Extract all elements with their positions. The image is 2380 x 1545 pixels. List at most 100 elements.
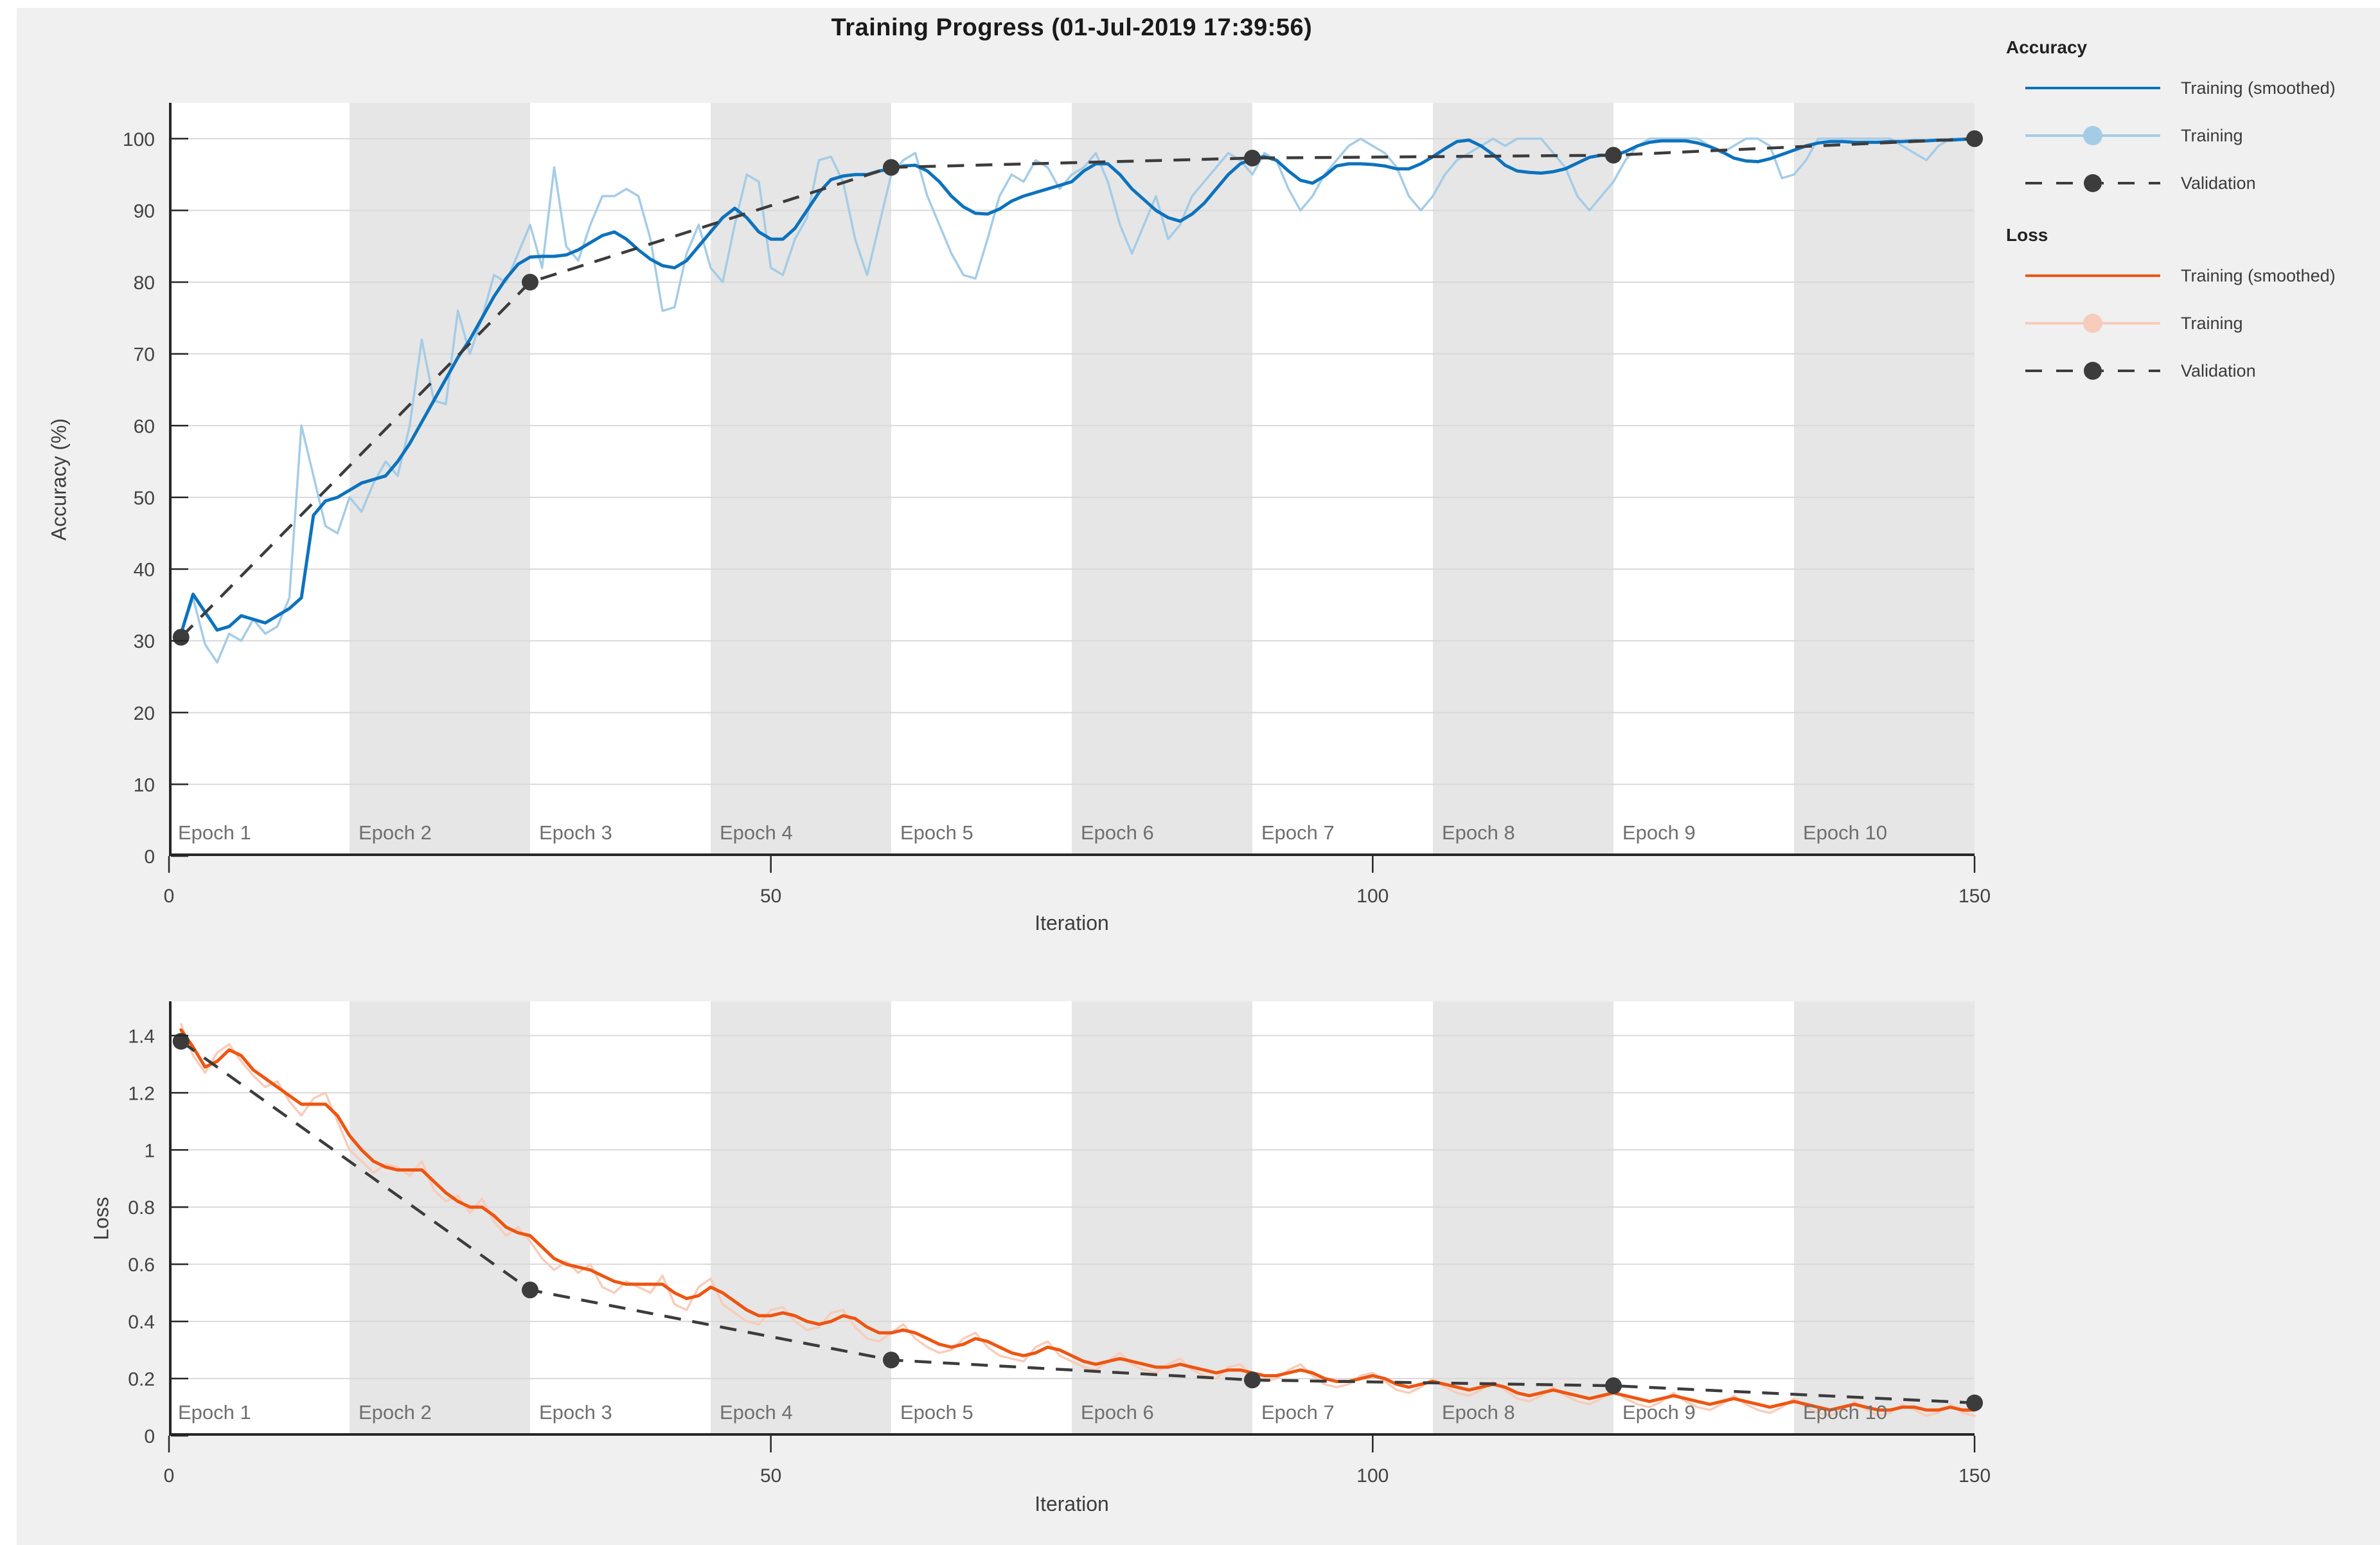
epoch-label: Epoch 2 <box>359 821 432 844</box>
validation-marker <box>1605 1377 1622 1395</box>
x-tick-label: 50 <box>760 1465 781 1487</box>
y-tick-label: 0 <box>144 846 155 868</box>
y-tick-label: 0 <box>144 1426 155 1447</box>
x-tick-label: 150 <box>1958 886 1991 907</box>
y-tick-label: 30 <box>134 631 155 652</box>
legend-item-accuracy-validation: Validation <box>2006 159 2370 207</box>
validation-marker <box>522 274 538 291</box>
loss-validation-series <box>172 1033 1983 1411</box>
y-tick-label: 0.6 <box>128 1255 155 1276</box>
accuracy-epoch-bands <box>169 103 1975 856</box>
y-tick-label: 50 <box>134 488 155 509</box>
epoch-label: Epoch 3 <box>539 821 612 844</box>
legend-item-loss-validation: Validation <box>2006 347 2370 395</box>
legend-group-accuracy: Accuracy Training (smoothed) Training <box>2006 37 2370 207</box>
epoch-label: Epoch 6 <box>1081 821 1154 844</box>
loss-training-raw-series <box>179 1023 1976 1417</box>
legend-item-accuracy-training-smoothed: Training (smoothed) <box>2006 64 2370 112</box>
dashed-line-with-marker-icon <box>2025 362 2160 380</box>
x-tick-label: 0 <box>164 1465 175 1487</box>
epoch-label: Epoch 4 <box>720 821 793 844</box>
validation-marker <box>522 1282 538 1299</box>
legend-item-label: Training <box>2181 125 2243 145</box>
loss-plot-area: Epoch 1 Epoch 2 Epoch 3 Epoch 4 Epoch 5 Epoch… <box>128 1001 1991 1487</box>
solid-line-icon <box>2025 87 2160 89</box>
loss-y-axis-label: Loss <box>89 1197 113 1240</box>
validation-marker <box>1244 149 1261 166</box>
epoch-label: Epoch 7 <box>1261 821 1335 844</box>
accuracy-y-axis-label: Accuracy (%) <box>47 418 71 541</box>
accuracy-tick-labels: 0 10 20 30 40 50 60 70 80 90 100 0 50 100 150 <box>123 129 1991 907</box>
accuracy-axes <box>168 103 1976 873</box>
y-tick-label: 1 <box>144 1140 155 1161</box>
legend-panel: Accuracy Training (smoothed) Training <box>2006 37 2370 413</box>
y-tick-label: 1.4 <box>128 1026 155 1047</box>
validation-marker <box>1605 147 1622 164</box>
legend-item-loss-training: Training <box>2006 299 2370 347</box>
legend-item-label: Validation <box>2181 361 2256 380</box>
legend-item-accuracy-training: Training <box>2006 112 2370 159</box>
x-tick-label: 50 <box>760 886 781 907</box>
epoch-label: Epoch 10 <box>1803 821 1887 844</box>
accuracy-x-axis-label: Iteration <box>1035 911 1109 934</box>
validation-marker <box>172 629 190 646</box>
accuracy-plot-area: Epoch 1 Epoch 2 Epoch 3 Epoch 4 Epoch 5 Epoch… <box>123 103 1991 907</box>
epoch-label: Epoch 8 <box>1442 821 1515 844</box>
loss-training-smoothed-series <box>179 1028 1976 1412</box>
epoch-label: Epoch 5 <box>900 1401 973 1424</box>
epoch-label: Epoch 10 <box>1803 1401 1887 1424</box>
legend-heading-loss: Loss <box>2006 225 2048 245</box>
accuracy-training-smoothed-series <box>179 137 1976 636</box>
line-with-marker-icon <box>2025 126 2160 145</box>
epoch-label: Epoch 8 <box>1442 1401 1515 1424</box>
legend-item-loss-training-smoothed: Training (smoothed) <box>2006 252 2370 299</box>
epoch-label: Epoch 1 <box>178 1401 251 1424</box>
y-tick-label: 70 <box>134 344 155 366</box>
epoch-label: Epoch 2 <box>359 1401 432 1424</box>
x-tick-label: 150 <box>1958 1465 1991 1487</box>
figure-title: Training Progress (01-Jul-2019 17:39:56) <box>831 14 1313 41</box>
y-tick-label: 90 <box>134 201 155 222</box>
legend-group-loss: Loss Training (smoothed) Training <box>2006 225 2370 395</box>
epoch-label: Epoch 7 <box>1261 1401 1335 1424</box>
accuracy-epoch-labels: Epoch 1 Epoch 2 Epoch 3 Epoch 4 Epoch 5 Epoch… <box>178 821 1887 844</box>
epoch-label: Epoch 9 <box>1622 1401 1696 1424</box>
loss-gridlines <box>169 1035 1975 1380</box>
solid-line-icon <box>2025 274 2160 277</box>
validation-marker <box>1966 1394 1983 1411</box>
validation-marker <box>883 1352 900 1369</box>
y-tick-label: 40 <box>134 560 155 581</box>
y-tick-label: 100 <box>123 129 155 150</box>
legend-item-label: Training (smoothed) <box>2181 265 2336 285</box>
y-tick-label: 10 <box>134 774 155 796</box>
legend-item-label: Validation <box>2181 173 2256 193</box>
validation-marker <box>883 159 900 176</box>
y-tick-label: 0.2 <box>128 1369 155 1390</box>
validation-marker <box>1966 130 1983 147</box>
y-tick-label: 60 <box>134 416 155 437</box>
x-tick-label: 100 <box>1356 886 1389 907</box>
validation-marker <box>172 1033 190 1050</box>
loss-epoch-labels: Epoch 1 Epoch 2 Epoch 3 Epoch 4 Epoch 5 Epoch… <box>178 1401 1887 1424</box>
loss-x-axis-label: Iteration <box>1035 1492 1109 1515</box>
epoch-label: Epoch 4 <box>720 1401 793 1424</box>
y-tick-label: 0.8 <box>128 1197 155 1219</box>
legend-heading-accuracy: Accuracy <box>2006 37 2088 57</box>
y-tick-label: 0.4 <box>128 1312 155 1333</box>
epoch-label: Epoch 1 <box>178 821 251 844</box>
line-with-marker-icon <box>2025 314 2160 333</box>
y-tick-label: 20 <box>134 703 155 724</box>
accuracy-validation-series <box>172 130 1983 646</box>
epoch-label: Epoch 5 <box>900 821 973 844</box>
x-tick-label: 100 <box>1356 1465 1389 1487</box>
dashed-line-with-marker-icon <box>2025 174 2160 192</box>
loss-tick-labels: 0 0.2 0.4 0.6 0.8 1 1.2 1.4 0 50 100 150 <box>128 1026 1991 1487</box>
x-tick-label: 0 <box>164 886 175 907</box>
epoch-label: Epoch 9 <box>1622 821 1696 844</box>
y-tick-label: 80 <box>134 272 155 294</box>
epoch-label: Epoch 3 <box>539 1401 612 1424</box>
y-tick-label: 1.2 <box>128 1083 155 1104</box>
legend-item-label: Training (smoothed) <box>2181 78 2336 98</box>
legend-item-label: Training <box>2181 313 2243 333</box>
